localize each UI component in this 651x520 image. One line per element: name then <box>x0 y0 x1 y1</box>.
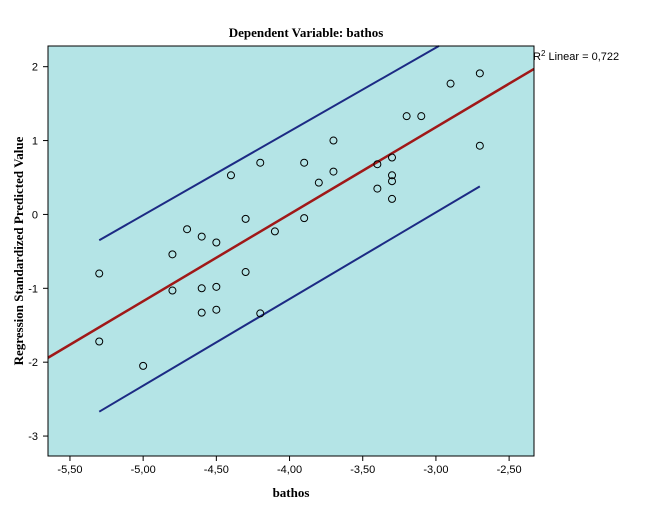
x-tick-label: -4,00 <box>277 464 302 476</box>
data-point <box>197 284 206 293</box>
data-point <box>402 112 411 121</box>
data-point <box>475 69 484 78</box>
y-tick-label: -2 <box>28 357 38 369</box>
data-point <box>300 214 309 223</box>
data-point <box>256 309 265 318</box>
r-squared-annotation: R2 Linear = 0,722 <box>533 49 619 63</box>
data-point <box>417 112 426 121</box>
data-point <box>197 232 206 241</box>
chart-title: Dependent Variable: bathos <box>229 25 384 40</box>
x-tick-label: -5,50 <box>57 464 82 476</box>
data-point <box>241 214 250 223</box>
data-point <box>373 184 382 193</box>
data-point <box>226 171 235 180</box>
y-tick-label: -3 <box>28 431 38 443</box>
data-points <box>95 69 484 370</box>
data-point <box>197 308 206 317</box>
data-point <box>95 269 104 278</box>
y-tick-label: 1 <box>32 136 38 148</box>
data-point <box>388 171 397 180</box>
data-point <box>168 250 177 259</box>
fit-line <box>47 67 535 359</box>
data-point <box>270 227 279 236</box>
y-axis-label: Regression Standardized Predicted Value <box>11 136 26 365</box>
data-point <box>373 160 382 169</box>
y-tick-label: -1 <box>28 283 38 295</box>
x-axis-label: bathos <box>273 485 310 500</box>
fit-line-layer <box>47 67 535 359</box>
ci-lower-line <box>98 185 481 413</box>
plot-frame <box>47 45 535 457</box>
data-point <box>388 153 397 162</box>
x-axis-ticks: -5,50 -5,00 -4,50 -4,00 -3,50 -3,00 -2,50 <box>57 456 522 476</box>
data-point <box>329 136 338 145</box>
data-point <box>183 225 192 234</box>
data-point <box>446 79 455 88</box>
y-tick-label: 0 <box>32 209 38 221</box>
data-point <box>168 286 177 295</box>
data-point <box>329 167 338 176</box>
data-point <box>388 177 397 186</box>
x-tick-label: -5,00 <box>131 464 156 476</box>
data-point <box>212 305 221 314</box>
data-point <box>388 194 397 203</box>
x-tick-label: -4,50 <box>204 464 229 476</box>
x-tick-label: -3,00 <box>423 464 448 476</box>
x-tick-label: -2,50 <box>497 464 522 476</box>
data-point <box>95 337 104 346</box>
data-point <box>475 141 484 150</box>
data-point <box>139 361 148 370</box>
data-point <box>212 238 221 247</box>
y-tick-label: 2 <box>32 62 38 74</box>
data-point <box>256 158 265 167</box>
ci-upper-line <box>98 45 440 242</box>
y-axis-ticks: 2 1 0 -1 -2 -3 <box>28 62 48 443</box>
data-point <box>212 282 221 291</box>
data-point <box>241 268 250 277</box>
confidence-lines <box>98 45 481 413</box>
data-point <box>300 158 309 167</box>
plot-area <box>48 46 534 456</box>
x-tick-label: -3,50 <box>350 464 375 476</box>
data-point <box>314 178 323 187</box>
